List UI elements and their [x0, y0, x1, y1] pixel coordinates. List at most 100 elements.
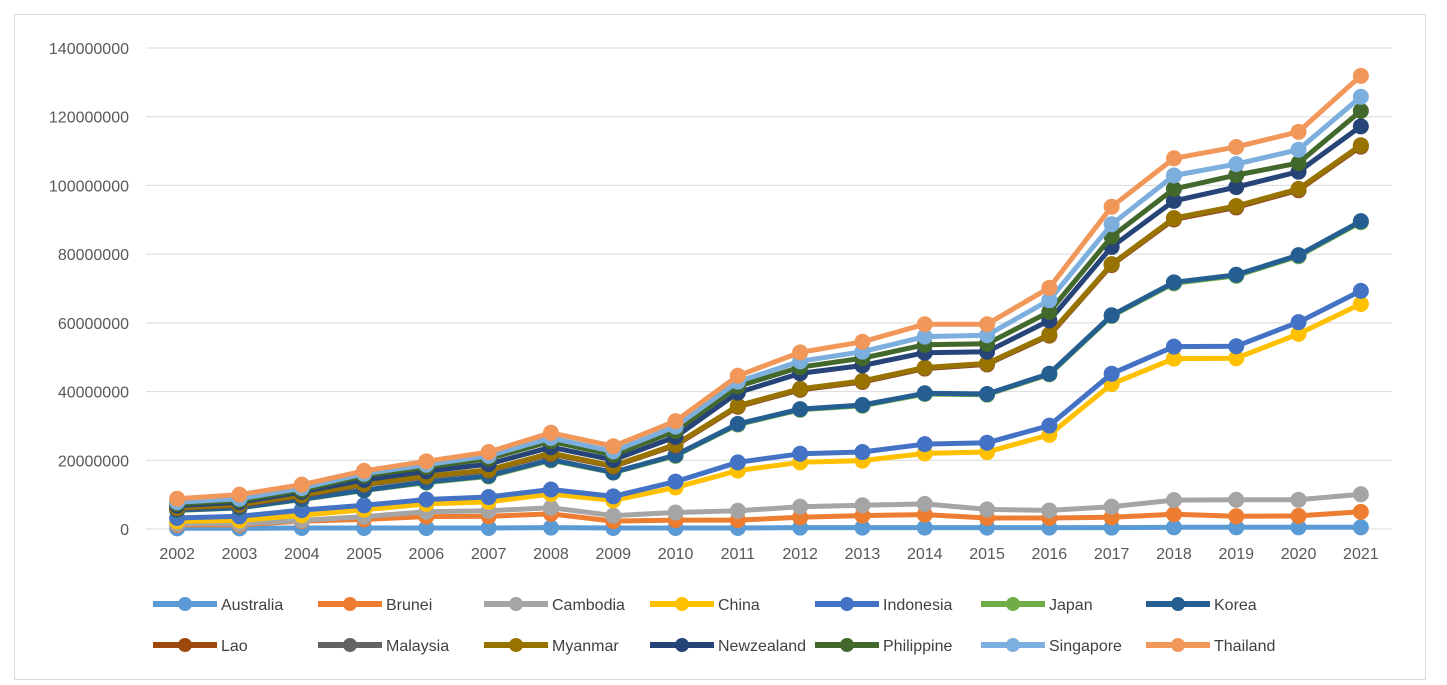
data-point [1352, 102, 1369, 119]
data-point [1165, 167, 1182, 184]
x-tick-label: 2020 [1281, 546, 1317, 563]
data-point [1228, 156, 1245, 173]
legend-swatch-marker [509, 597, 523, 611]
legend-item-indonesia: Indonesia [815, 597, 952, 614]
legend-label: Cambodia [552, 597, 625, 614]
data-point [792, 380, 809, 397]
legend-swatch-marker [1006, 597, 1020, 611]
data-point [667, 413, 684, 430]
data-point [1165, 350, 1182, 367]
legend-label: Lao [221, 638, 248, 655]
legend-item-newzealand: Newzealand [650, 638, 806, 655]
data-point [729, 454, 746, 471]
legend-swatch-marker [840, 597, 854, 611]
data-point [979, 316, 996, 333]
data-point [854, 372, 871, 389]
data-point [231, 486, 248, 503]
data-point [854, 333, 871, 350]
data-point [1165, 338, 1182, 355]
data-point [1352, 88, 1369, 105]
series-line [174, 73, 1364, 502]
data-point [854, 497, 871, 514]
legend-swatch-marker [343, 597, 357, 611]
data-point [1290, 507, 1307, 524]
legend-item-singapore: Singapore [981, 638, 1122, 655]
x-tick-label: 2021 [1343, 546, 1379, 563]
legend-label: Philippine [883, 638, 952, 655]
series-line [174, 94, 1364, 505]
chart-frame [14, 14, 1426, 680]
series-line [174, 301, 1364, 524]
data-point [1228, 179, 1245, 196]
data-point [605, 488, 622, 505]
legend-label: China [718, 597, 760, 614]
data-point [605, 507, 622, 524]
data-point [1352, 118, 1369, 135]
data-point [1165, 506, 1182, 523]
data-point [667, 504, 684, 521]
x-tick-label: 2002 [159, 546, 195, 563]
x-tick-label: 2019 [1218, 546, 1254, 563]
series-line [174, 142, 1364, 511]
data-point [169, 490, 186, 507]
series-line [174, 218, 1364, 513]
series-line [174, 491, 1364, 527]
data-point [1290, 519, 1307, 536]
legend-item-malaysia: Malaysia [318, 638, 449, 655]
x-tick-label: 2008 [533, 546, 569, 563]
data-point [1290, 325, 1307, 342]
data-point [1290, 314, 1307, 331]
series-line [174, 288, 1364, 521]
data-point [1352, 486, 1369, 503]
legend-swatch-marker [1171, 597, 1185, 611]
y-axis-ticks: 0 20000000 40000000 60000000 80000000 1000000… [49, 41, 129, 539]
data-point [1352, 503, 1369, 520]
data-point [480, 444, 497, 461]
data-point [1041, 279, 1058, 296]
data-point [1103, 216, 1120, 233]
data-point [1228, 350, 1245, 367]
data-point [916, 316, 933, 333]
legend-item-philippine: Philippine [815, 638, 952, 655]
data-point [1041, 365, 1058, 382]
data-point [1103, 198, 1120, 215]
data-point [1041, 303, 1058, 320]
legend-swatch-marker [509, 638, 523, 652]
x-tick-label: 2007 [471, 546, 507, 563]
legend-label: Indonesia [883, 597, 952, 614]
legend-item-japan: Japan [981, 597, 1093, 614]
legend-label: Malaysia [386, 638, 449, 655]
data-point [1228, 198, 1245, 215]
legend-item-cambodia: Cambodia [484, 597, 625, 614]
legend: Australia Brunei Cambodia China Indonesia Jap… [153, 597, 1275, 655]
data-point [1228, 491, 1245, 508]
series-line [174, 524, 1364, 531]
data-point [293, 476, 310, 493]
data-point [418, 491, 435, 508]
data-point [1165, 274, 1182, 291]
data-point [605, 438, 622, 455]
x-tick-label: 2004 [284, 546, 320, 563]
data-point [1352, 137, 1369, 154]
data-point [1041, 502, 1058, 519]
data-point [729, 397, 746, 414]
data-point [542, 424, 559, 441]
legend-swatch-marker [675, 597, 689, 611]
data-point [916, 359, 933, 376]
data-point [1165, 210, 1182, 227]
data-point [1165, 519, 1182, 536]
data-point [1290, 247, 1307, 264]
x-tick-label: 2015 [969, 546, 1005, 563]
data-point [356, 497, 373, 514]
y-tick-label: 60000000 [58, 316, 129, 333]
data-point [1352, 213, 1369, 230]
y-tick-label: 40000000 [58, 385, 129, 402]
data-point [792, 498, 809, 515]
y-tick-label: 100000000 [49, 178, 129, 195]
legend-swatch-marker [675, 638, 689, 652]
x-tick-label: 2005 [346, 546, 382, 563]
x-tick-label: 2018 [1156, 546, 1192, 563]
x-tick-label: 2003 [222, 546, 258, 563]
legend-label: Australia [221, 597, 283, 614]
data-point [542, 481, 559, 498]
